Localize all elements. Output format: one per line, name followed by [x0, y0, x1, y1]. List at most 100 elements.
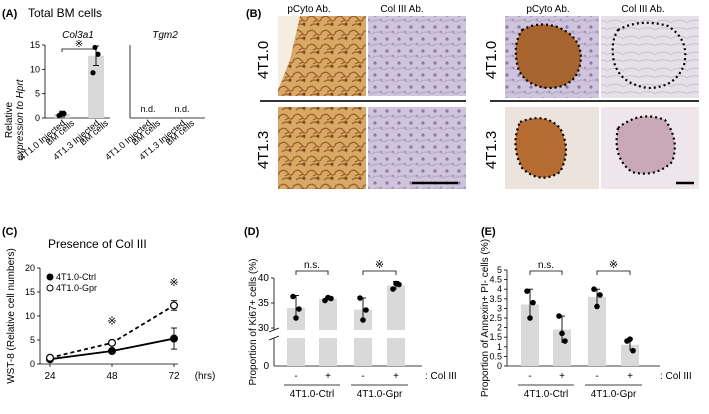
chart-e-sign-label: + [627, 371, 633, 382]
panel-c-title: Presence of Col III [48, 237, 147, 251]
chart-e-point [562, 338, 568, 344]
chart-d-sign-label: - [294, 371, 297, 382]
chart-d-point [390, 286, 396, 292]
chart-e-ytick-label: 0.5 [489, 351, 502, 361]
chart-e-ytick-label: 3.5 [489, 294, 502, 304]
chart-a1-ytick-label: 10 [30, 64, 40, 74]
chart-a1-ytick-label: 0 [35, 113, 40, 123]
chart-e-point [527, 315, 533, 321]
chart-a1-ytick-label: 5 [35, 89, 40, 99]
chart-e-ytick-label: 2 [497, 323, 502, 333]
chart-c-ytick-label: 5 [30, 335, 35, 345]
chart-e-sign-label: + [559, 371, 565, 382]
chart-d-point [325, 294, 331, 301]
chart-c-point [170, 301, 179, 310]
panel-a-ylabel-1: Relative [4, 102, 15, 139]
chart-d-point [290, 293, 296, 300]
chart-e-ns-label: n.s. [538, 260, 554, 271]
chart-c-ylabel: WST-8 (Relative cell numbers) [6, 248, 17, 384]
chart-d-group-label: 4T1.0-Ctrl [290, 389, 334, 400]
chart-c-legend-marker [46, 273, 54, 281]
chart-e-point [591, 286, 597, 293]
chart-c-xlabel: (hrs) [195, 371, 216, 382]
chart-e-group-label: 4T1.0-Gpr [591, 389, 637, 400]
chart-c-ytick-label: 0 [30, 359, 35, 369]
panel-label-e: (E) [481, 226, 496, 238]
chart-d-sign-label: + [393, 371, 399, 382]
chart-d-ytick-label: 0 [263, 361, 269, 372]
chart-d-ylabel: Proportion of Ki67+ cells (%) [248, 258, 259, 385]
chart-d-break-mark [268, 335, 280, 341]
chart-a1-ytick-label: 15 [30, 40, 40, 50]
panel-label-a: (A) [2, 8, 18, 20]
chart-d-point [360, 317, 366, 323]
chart-c-xtick-label: 48 [106, 371, 118, 382]
chart-d-axis-break [268, 330, 408, 338]
chart-e-sig-mark: ※ [609, 259, 618, 271]
chart-e-point [556, 313, 562, 319]
chart-d-sig-mark: ※ [375, 259, 384, 271]
chart-a1-title: Col3a1 [62, 30, 94, 41]
chart-d-ns-label: n.s. [304, 260, 320, 271]
b-header-col3-left: Col III Ab. [380, 4, 423, 15]
chart-e-point [627, 336, 633, 342]
chart-c-ytick-label: 10 [25, 311, 35, 321]
chart-d-sign-label: - [361, 371, 364, 382]
b-header-col3-right: Col III Ab. [621, 4, 664, 15]
chart-c-ytick-label: 20 [25, 263, 35, 273]
b-image-4t10-col3-high [601, 16, 699, 98]
chart-a2-nd-label: n.d. [140, 104, 155, 114]
chart-d-break-mark [268, 327, 280, 333]
chart-a1-sig-mark: ※ [75, 39, 83, 50]
chart-d-point [357, 295, 363, 301]
b-image-4t10-pcyto-high [505, 16, 599, 98]
b-header-pcyto-left: pCyto Ab. [287, 4, 330, 15]
panel-a-ylabel-2: expression to Hprt [15, 78, 26, 160]
chart-e-col3-label: : Col III [660, 371, 692, 382]
b-image-4t10-pcyto-low [278, 16, 366, 96]
b-row-label-4t10-left: 4T1.0 [255, 41, 272, 79]
chart-c-legend-marker [46, 284, 54, 292]
b-header-pcyto-right: pCyto Ab. [526, 4, 569, 15]
chart-e-ns-bracket [529, 270, 563, 275]
chart-e-ytick-label: 1.5 [489, 332, 502, 342]
chart-c-legend-label: 4T1.0-Ctrl [56, 272, 96, 282]
chart-e-ylabel: Proportion of Annexin+ PI- cells (%) [480, 239, 491, 397]
chart-d-point [293, 315, 299, 321]
chart-e-ytick-label: 4.5 [489, 275, 502, 285]
chart-e-point [530, 299, 536, 306]
panel-label-c: (C) [2, 226, 18, 238]
chart-c-ytick-label: 15 [25, 287, 35, 297]
chart-a1-point [95, 51, 101, 57]
chart-a2-nd-label: n.d. [174, 104, 189, 114]
chart-e: 00.511.522.533.544.55 Proportion of Annex… [480, 239, 692, 400]
chart-e-bar [521, 304, 539, 366]
panel-label-b: (B) [246, 8, 262, 20]
chart-e-group-label: 4T1.0-Ctrl [524, 389, 568, 400]
chart-d-ytick-label: 40 [258, 273, 270, 284]
b-image-4t13-pcyto-low [278, 107, 366, 189]
chart-e-ytick-label: 3 [497, 303, 502, 313]
chart-d-point [393, 280, 399, 287]
chart-c-point [45, 353, 54, 362]
chart-a2-title: Tgm2 [152, 30, 178, 41]
chart-a1-point [90, 70, 96, 76]
chart-e-ytick-label: 5 [497, 265, 502, 275]
chart-d-ytick-label: 35 [258, 298, 270, 309]
chart-e-sign-label: - [528, 371, 531, 382]
chart-c-xtick-label: 24 [44, 371, 56, 382]
chart-d-sig-bracket [362, 270, 397, 275]
b-row-label-4t10-right: 4T1.0 [483, 41, 500, 79]
panel-a-title: Total BM cells [28, 6, 102, 20]
chart-e-point [630, 347, 636, 354]
chart-c-sig-mark: ※ [169, 277, 178, 289]
chart-c: 0 5 10 15 20 24 48 72 (hrs) WST-8 (Relative cell … [6, 248, 215, 384]
chart-d-group-label: 4T1.0-Gpr [357, 389, 403, 400]
b-image-4t13-col3-high [601, 107, 699, 189]
b-row-label-4t13-left: 4T1.3 [255, 131, 272, 169]
chart-d-ytick-label: 30 [258, 323, 270, 334]
chart-c-point [107, 347, 116, 356]
